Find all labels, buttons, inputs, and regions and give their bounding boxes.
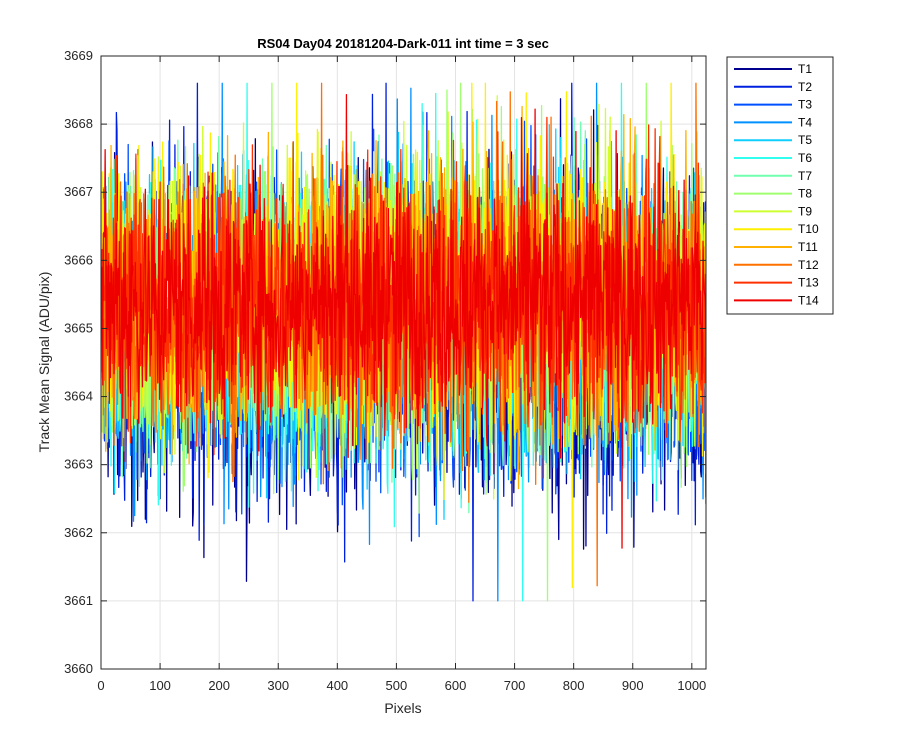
legend-label-t5: T5 [798, 133, 812, 147]
legend-label-t7: T7 [798, 169, 812, 183]
y-tick-label: 3663 [64, 457, 93, 472]
legend-label-t2: T2 [798, 80, 812, 94]
axis-ticks [100, 55, 706, 670]
series-layer [101, 82, 706, 602]
legend-label-t6: T6 [798, 151, 812, 165]
legend-box [726, 56, 834, 315]
x-tick-label: 800 [563, 678, 585, 693]
legend-label-t4: T4 [798, 115, 812, 129]
x-tick-label: 200 [208, 678, 230, 693]
y-tick-label: 3664 [64, 389, 93, 404]
y-tick-label: 3669 [64, 48, 93, 63]
legend-label-t10: T10 [798, 222, 819, 236]
legend-label-t9: T9 [798, 204, 812, 218]
y-tick-label: 3667 [64, 184, 93, 199]
x-tick-label: 1000 [677, 678, 706, 693]
x-tick-labels: 0 100 200 300 400 500 600 700 800 900 1000 [97, 678, 706, 693]
x-tick-label: 500 [386, 678, 408, 693]
legend-label-t8: T8 [798, 187, 812, 201]
legend-label-t14: T14 [798, 293, 819, 307]
legend-label-t3: T3 [798, 98, 812, 112]
y-tick-label: 3666 [64, 252, 93, 267]
x-tick-label: 0 [97, 678, 104, 693]
x-tick-label: 100 [149, 678, 171, 693]
x-tick-label: 600 [445, 678, 467, 693]
chart-title: RS04 Day04 20181204-Dark-011 int time = … [257, 36, 549, 51]
x-tick-label: 700 [504, 678, 526, 693]
legend-label-t13: T13 [798, 276, 819, 290]
y-tick-label: 3665 [64, 320, 93, 335]
legend-label-t12: T12 [798, 258, 819, 272]
y-tick-label: 3662 [64, 525, 93, 540]
y-tick-label: 3668 [64, 116, 93, 131]
series-line-t14 [101, 94, 706, 549]
x-tick-label: 300 [267, 678, 289, 693]
y-tick-labels: 3660 3661 3662 3663 3664 3665 3666 3667 3668 3669 [64, 48, 93, 676]
x-tick-label: 400 [326, 678, 348, 693]
y-axis-label: Track Mean Signal (ADU/pix) [36, 272, 52, 453]
x-axis-label: Pixels [384, 700, 421, 716]
legend-label-t1: T1 [798, 62, 812, 76]
axes-box [100, 55, 707, 670]
legend-label-t11: T11 [798, 240, 818, 254]
y-tick-label: 3661 [64, 593, 93, 608]
y-tick-label: 3660 [64, 661, 93, 676]
x-tick-label: 900 [622, 678, 644, 693]
legend: T1 T2 T3 T4 T5 T6 T7 T8 T9 T10 T11 T12 T13 T14 [726, 56, 834, 315]
